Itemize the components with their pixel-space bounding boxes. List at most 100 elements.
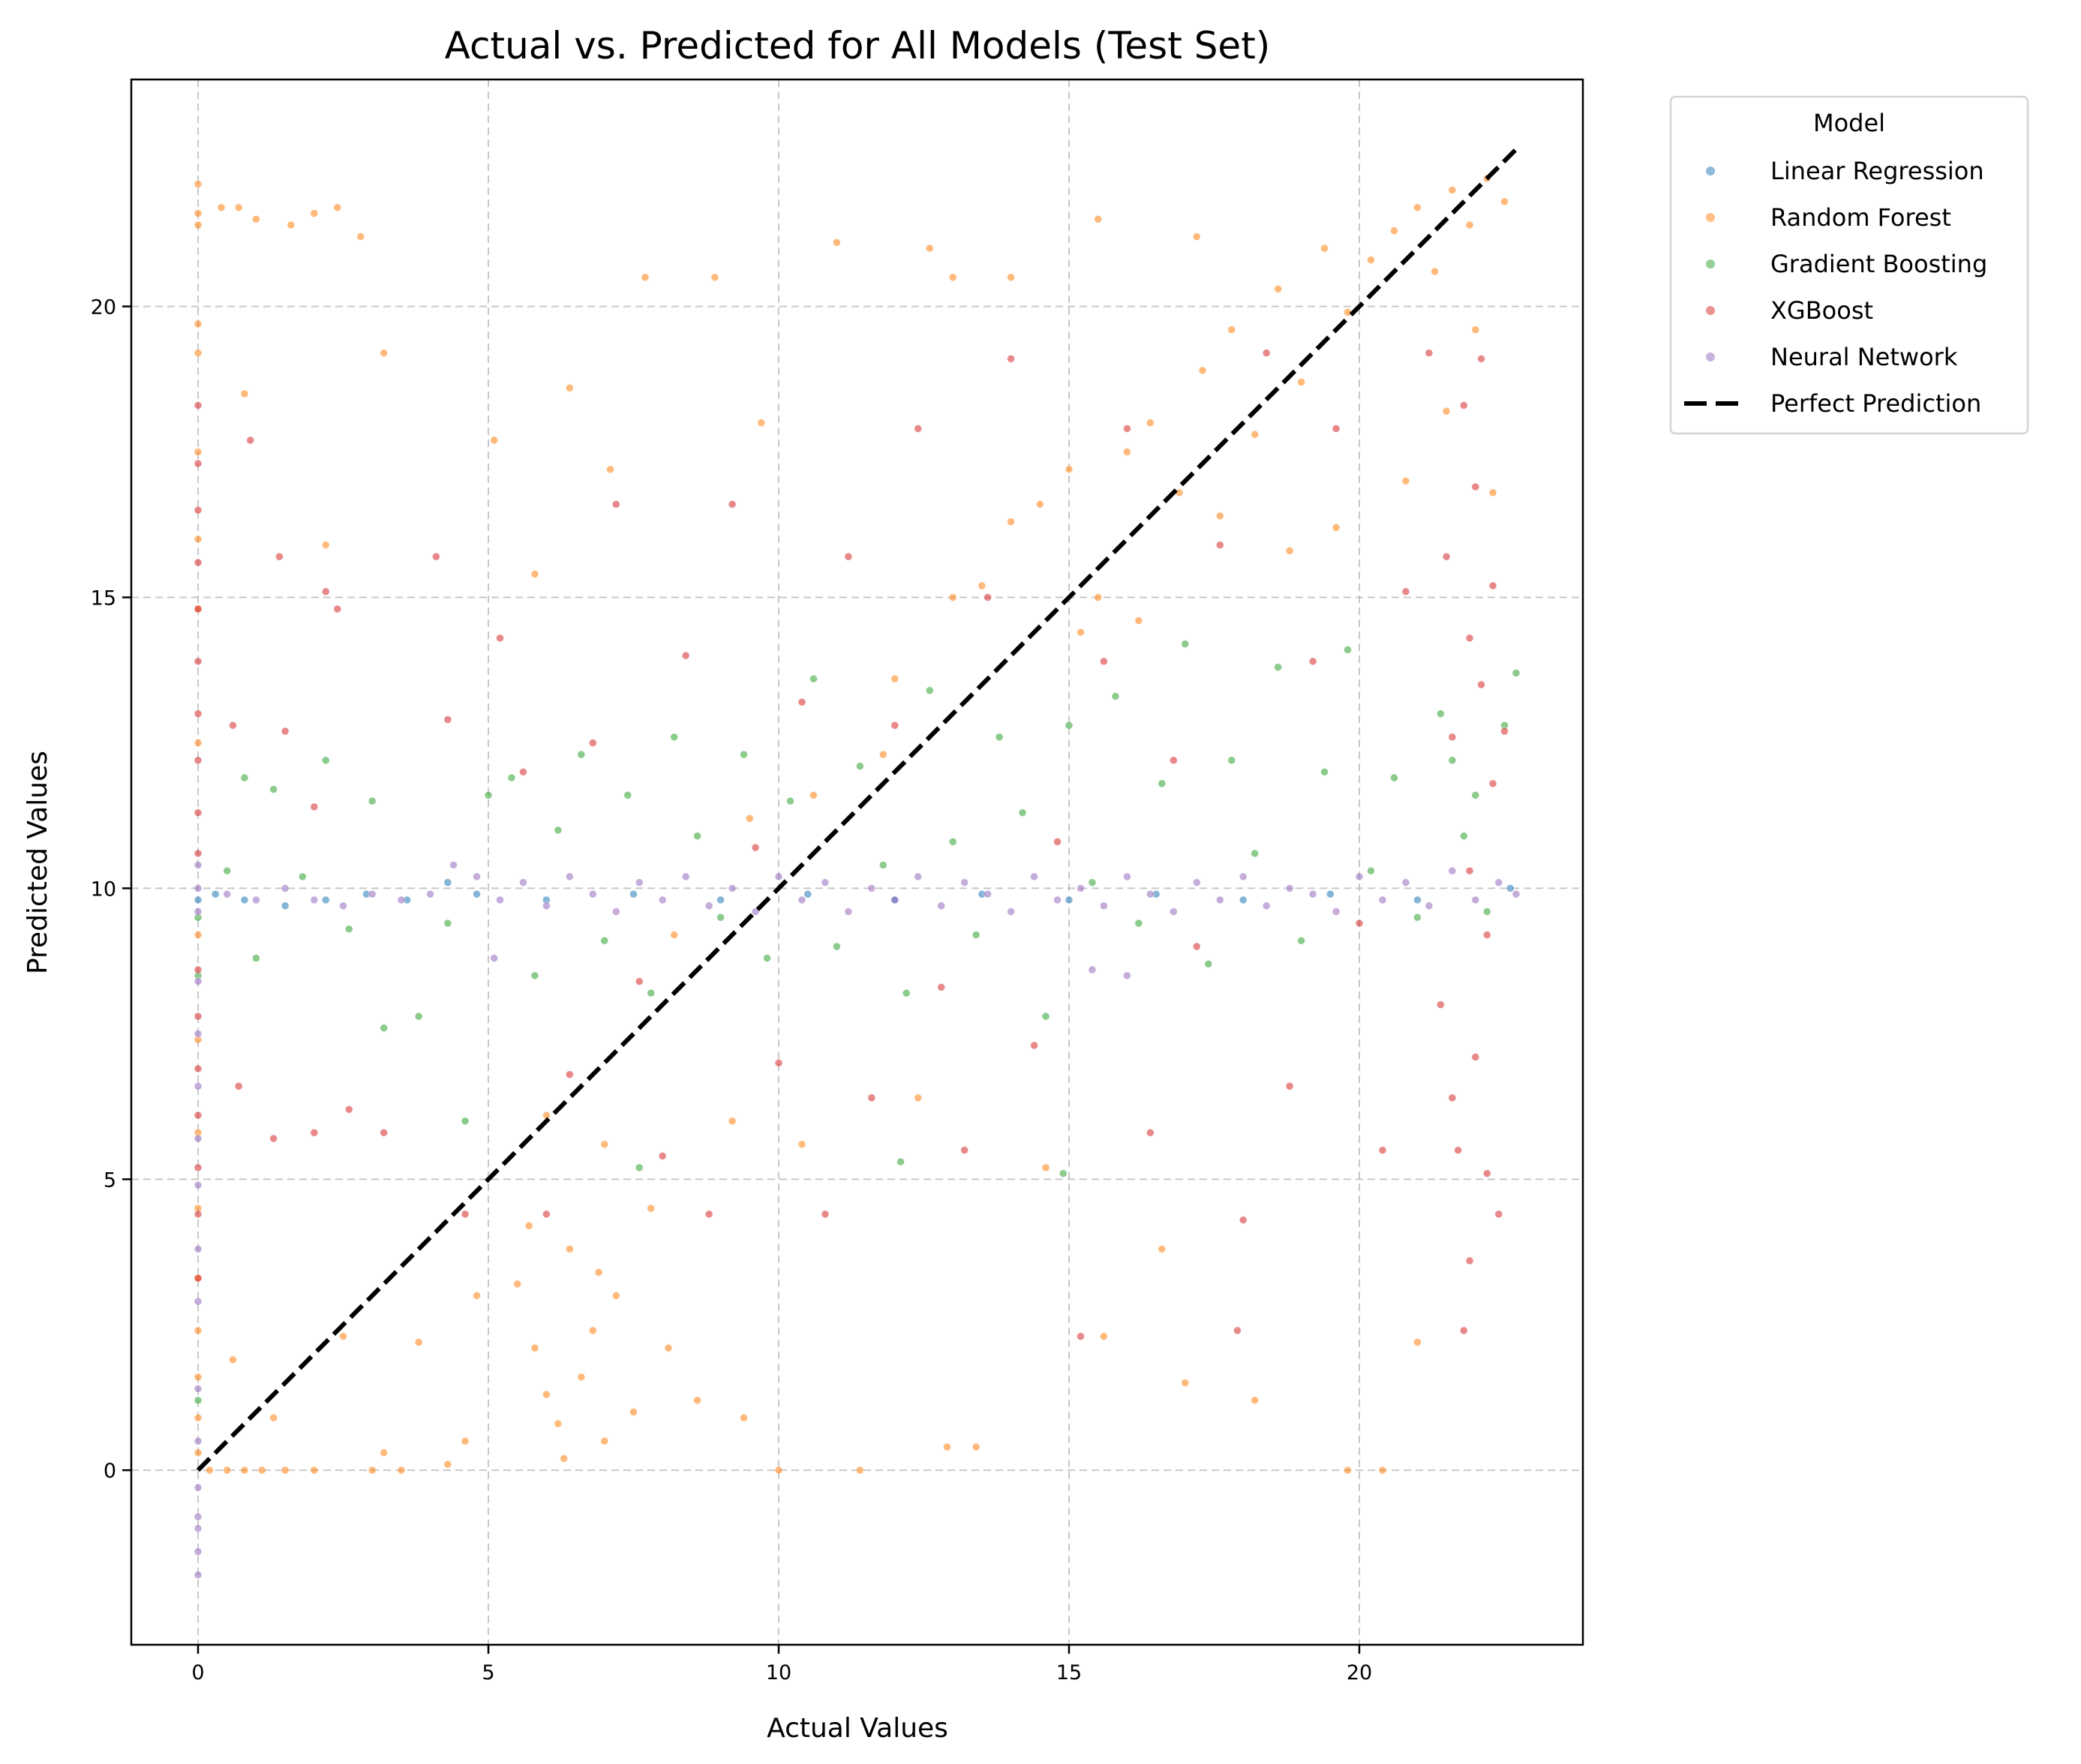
data-point: [310, 1466, 319, 1474]
data-point: [1088, 965, 1097, 974]
data-point: [194, 884, 203, 892]
y-tick-label: 15: [91, 586, 116, 610]
data-point: [937, 982, 946, 992]
data-point: [194, 657, 203, 666]
data-point: [1123, 424, 1131, 433]
data-point: [1285, 547, 1294, 555]
data-point: [1378, 1146, 1387, 1154]
data-point: [1448, 186, 1457, 194]
data-point: [797, 896, 806, 904]
data-point: [194, 459, 203, 468]
data-point: [1477, 680, 1485, 689]
data-point: [1425, 902, 1434, 910]
data-point: [693, 1396, 702, 1405]
data-point: [414, 1338, 423, 1346]
y-tick-label: 10: [91, 878, 116, 901]
data-point: [1500, 197, 1509, 206]
data-point: [925, 244, 934, 253]
data-point: [194, 220, 203, 230]
data-point: [774, 1466, 783, 1474]
data-point: [333, 203, 342, 212]
data-point: [443, 919, 452, 928]
data-point: [1215, 541, 1224, 550]
data-point: [194, 1274, 203, 1282]
data-point: [252, 896, 260, 904]
data-point: [728, 884, 737, 892]
data-point: [542, 1390, 551, 1399]
data-point: [269, 1414, 278, 1422]
data-point: [298, 872, 307, 881]
data-point: [560, 1454, 569, 1463]
data-point: [1459, 401, 1468, 410]
legend-marker-icon: [1706, 352, 1715, 362]
data-point: [1326, 890, 1335, 898]
data-point: [1041, 1163, 1050, 1172]
data-point: [426, 890, 435, 898]
data-point: [1448, 756, 1457, 765]
data-point: [1215, 512, 1224, 520]
data-point: [1030, 1041, 1038, 1050]
x-tick-label: 20: [1347, 1661, 1372, 1684]
data-point: [1065, 465, 1074, 474]
data-point: [1465, 634, 1474, 643]
data-point: [356, 232, 365, 241]
data-point: [530, 1343, 539, 1352]
data-point: [1007, 518, 1016, 526]
data-point: [229, 1355, 237, 1364]
data-point: [1169, 756, 1178, 765]
data-point: [647, 988, 656, 998]
data-point: [960, 878, 969, 887]
data-point: [740, 750, 748, 759]
data-point: [339, 1332, 347, 1341]
data-point: [1512, 890, 1521, 898]
data-point: [1494, 1210, 1503, 1219]
data-point: [745, 814, 754, 823]
data-point: [368, 1466, 377, 1474]
data-point: [890, 721, 899, 730]
data-point: [1262, 349, 1271, 358]
data-point: [194, 1210, 203, 1219]
y-tick-label: 5: [104, 1168, 116, 1192]
data-point: [751, 908, 760, 916]
data-point: [1355, 919, 1364, 928]
data-point: [443, 878, 452, 887]
data-point: [1233, 1326, 1242, 1335]
data-point: [240, 389, 249, 398]
data-point: [321, 541, 330, 550]
data-point: [321, 756, 330, 765]
data-point: [1227, 326, 1236, 334]
data-point: [681, 872, 690, 881]
data-point: [1465, 866, 1474, 875]
data-point: [821, 1210, 830, 1219]
data-point: [896, 1157, 905, 1166]
data-point: [310, 1128, 319, 1137]
data-point: [344, 925, 353, 934]
data-point: [1413, 896, 1422, 904]
data-point: [206, 1466, 214, 1474]
data-point: [1512, 668, 1521, 677]
data-point: [194, 896, 203, 904]
data-point: [194, 808, 203, 817]
data-point: [1344, 645, 1352, 654]
data-point: [565, 872, 574, 881]
data-point: [890, 674, 899, 683]
data-point: [1308, 890, 1317, 898]
data-point: [397, 896, 406, 904]
data-point: [1251, 849, 1260, 858]
data-point: [194, 1484, 203, 1492]
data-point: [1413, 203, 1422, 212]
data-point: [1448, 733, 1457, 742]
data-point: [194, 209, 203, 218]
legend-label: Gradient Boosting: [1770, 250, 1987, 278]
data-point: [380, 1024, 389, 1033]
data-point: [1094, 593, 1103, 602]
data-point: [728, 1117, 737, 1126]
data-point: [1077, 628, 1085, 637]
data-point: [693, 832, 702, 840]
data-point: [211, 890, 220, 898]
data-point: [1465, 220, 1474, 230]
data-point: [542, 1210, 551, 1219]
data-point: [1431, 267, 1440, 276]
data-point: [1488, 779, 1497, 788]
data-point: [194, 1414, 203, 1422]
